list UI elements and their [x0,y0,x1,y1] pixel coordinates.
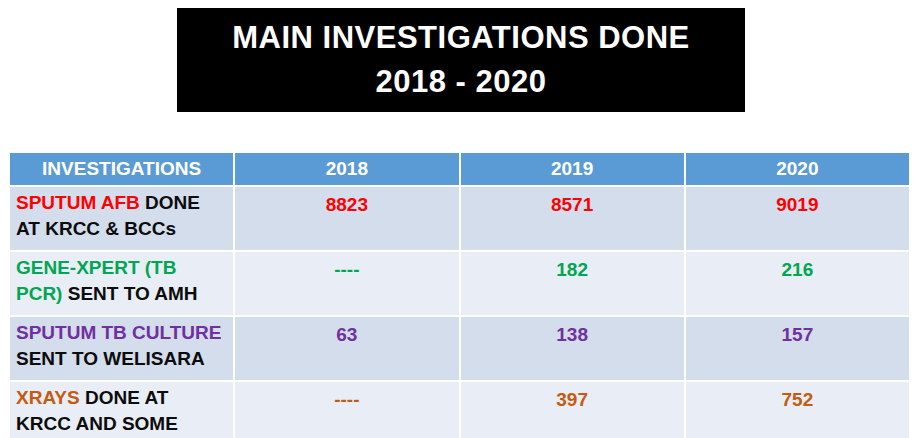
col-header-investigations: INVESTIGATIONS [10,153,233,185]
col-header-2018: 2018 [235,153,458,185]
row-label-highlight: SPUTUM AFB [16,192,140,213]
value-2018: ---- [235,382,458,438]
title-line-1: MAIN INVESTIGATIONS DONE [232,16,690,60]
value-2018: ---- [235,252,458,315]
investigations-table: INVESTIGATIONS 2018 2019 2020 SPUTUM AFB… [8,151,911,438]
table-row-sputum-afb: SPUTUM AFB DONE AT KRCC & BCCs 8823 8571… [10,187,909,250]
row-label: XRAYS DONE AT KRCC AND SOME BCCs [10,382,233,438]
table-header-row: INVESTIGATIONS 2018 2019 2020 [10,153,909,185]
table-header: INVESTIGATIONS 2018 2019 2020 [10,153,909,185]
col-header-2019: 2019 [461,153,684,185]
value-2019: 182 [461,252,684,315]
table-row-gene-xpert: GENE-XPERT (TB PCR) SENT TO AMH ---- 182… [10,252,909,315]
value-2018: 63 [235,317,458,380]
value-2019: 8571 [461,187,684,250]
value-2019: 397 [461,382,684,438]
table-row-xrays: XRAYS DONE AT KRCC AND SOME BCCs ---- 39… [10,382,909,438]
row-label-rest: SENT TO AMH [62,283,197,304]
table-body: SPUTUM AFB DONE AT KRCC & BCCs 8823 8571… [10,187,909,438]
table-row-sputum-tb-culture: SPUTUM TB CULTURE SENT TO WELISARA 63 13… [10,317,909,380]
row-label-highlight: SPUTUM TB CULTURE [16,322,221,343]
row-label: GENE-XPERT (TB PCR) SENT TO AMH [10,252,233,315]
row-label: SPUTUM TB CULTURE SENT TO WELISARA [10,317,233,380]
title-line-2: 2018 - 2020 [376,60,547,104]
row-label-highlight: XRAYS [16,387,80,408]
value-2018: 8823 [235,187,458,250]
title-box: MAIN INVESTIGATIONS DONE 2018 - 2020 [177,8,745,112]
value-2020: 216 [686,252,909,315]
value-2020: 157 [686,317,909,380]
value-2019: 138 [461,317,684,380]
row-label: SPUTUM AFB DONE AT KRCC & BCCs [10,187,233,250]
slide: MAIN INVESTIGATIONS DONE 2018 - 2020 INV… [0,0,921,438]
value-2020: 752 [686,382,909,438]
value-2020: 9019 [686,187,909,250]
row-label-rest: SENT TO WELISARA [16,348,205,369]
col-header-2020: 2020 [686,153,909,185]
